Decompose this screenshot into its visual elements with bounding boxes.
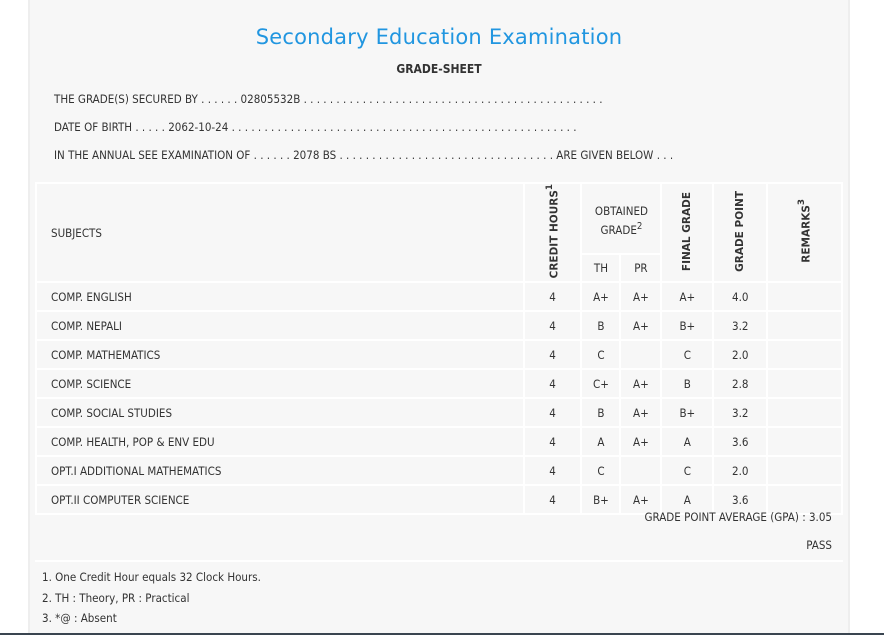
remarks-cell [766,310,843,342]
page-title: Secondary Education Examination [255,25,623,49]
header-obtained-grade: OBTAINED GRADE2 [580,181,663,256]
credit-cell: 4 [522,310,583,342]
grade-point-cell: 3.2 [712,310,769,342]
table-row: OPT.II COMPUTER SCIENCE 4 B+ A+ A 3.6 [35,484,843,516]
credit-cell: 4 [522,339,583,371]
table-row: COMP. MATHEMATICS 4 C C 2.0 [35,339,843,371]
credit-cell: 4 [522,455,583,487]
result-status: PASS [806,538,832,552]
secured-by-line: THE GRADE(S) SECURED BY . . . . . . 0280… [54,92,603,106]
remarks-cell [766,368,843,400]
header-remarks: REMARKS3 [766,181,843,284]
header-th: TH [580,253,622,284]
table-row: OPT.I ADDITIONAL MATHEMATICS 4 C C 2.0 [35,455,843,487]
table-row: COMP. NEPALI 4 B A+ B+ 3.2 [35,310,843,342]
th-grade-cell: A [580,426,622,458]
pr-grade-cell: A+ [619,484,663,516]
subject-cell: COMP. SCIENCE [35,368,525,400]
exam-label: IN THE ANNUAL SEE EXAMINATION OF . . . .… [54,148,294,162]
dots: . . . . . . . . . . . . . . . . . . . . … [300,92,603,106]
header-subjects: SUBJECTS [35,181,525,284]
grade-point-cell: 3.6 [712,484,769,516]
final-grade-cell: A [660,426,715,458]
remarks-cell [766,484,843,516]
th-grade-cell: A+ [580,281,622,313]
header-final-grade: FINAL GRADE [660,181,715,284]
header-grade-point: GRADE POINT [712,181,769,284]
grade-point-cell: 4.0 [712,281,769,313]
table-row: COMP. HEALTH, POP & ENV EDU 4 A A+ A 3.6 [35,426,843,458]
th-grade-cell: B [580,397,622,429]
credit-cell: 4 [522,484,583,516]
final-grade-cell: A+ [660,281,715,313]
subject-cell: COMP. ENGLISH [35,281,525,313]
table-row: COMP. ENGLISH 4 A+ A+ A+ 4.0 [35,281,843,313]
page-subtitle: GRADE-SHEET [396,62,482,76]
th-grade-cell: C [580,455,622,487]
subject-cell: OPT.I ADDITIONAL MATHEMATICS [35,455,525,487]
subject-cell: OPT.II COMPUTER SCIENCE [35,484,525,516]
note-2: 2. TH : Theory, PR : Practical [42,591,190,605]
header-pr: PR [619,253,663,284]
remarks-cell [766,426,843,458]
final-grade-cell: A [660,484,715,516]
th-grade-cell: B+ [580,484,622,516]
credit-cell: 4 [522,368,583,400]
table-row: COMP. SOCIAL STUDIES 4 B A+ B+ 3.2 [35,397,843,429]
final-grade-cell: B [660,368,715,400]
pr-grade-cell [619,339,663,371]
grade-point-cell: 2.0 [712,455,769,487]
pr-grade-cell: A+ [619,310,663,342]
dots: . . . . . . . . . . . . . . . . . . . . … [228,120,577,134]
grade-point-cell: 3.2 [712,397,769,429]
final-grade-cell: C [660,455,715,487]
final-grade-cell: C [660,339,715,371]
pr-grade-cell [619,455,663,487]
subject-cell: COMP. HEALTH, POP & ENV EDU [35,426,525,458]
grade-point-cell: 3.6 [712,426,769,458]
subject-cell: COMP. NEPALI [35,310,525,342]
dob-label: DATE OF BIRTH . . . . . [54,120,169,134]
header-credit-hours: CREDIT HOURS1 [522,181,583,284]
th-grade-cell: C [580,339,622,371]
exam-line: IN THE ANNUAL SEE EXAMINATION OF . . . .… [54,148,673,162]
credit-cell: 4 [522,281,583,313]
note-3: 3. *@ : Absent [42,611,117,625]
remarks-cell [766,281,843,313]
date-of-birth: 2062-10-24 [168,120,229,134]
subject-cell: COMP. SOCIAL STUDIES [35,397,525,429]
remarks-cell [766,455,843,487]
divider [35,560,843,562]
grade-sheet: Secondary Education Examination GRADE-SH… [28,0,850,635]
remarks-cell [766,397,843,429]
th-grade-cell: C+ [580,368,622,400]
table-row: COMP. SCIENCE 4 C+ A+ B 2.8 [35,368,843,400]
final-grade-cell: B+ [660,310,715,342]
credit-cell: 4 [522,397,583,429]
bottom-bar [0,633,884,635]
pr-grade-cell: A+ [619,397,663,429]
grades-table: SUBJECTS CREDIT HOURS1 OBTAINED GRADE2 F… [35,181,843,516]
grade-point-cell: 2.0 [712,339,769,371]
final-grade-cell: B+ [660,397,715,429]
gpa: GRADE POINT AVERAGE (GPA) : 3.05 [644,510,832,524]
th-grade-cell: B [580,310,622,342]
dots: . . . . . . . . . . . . . . . . . . . . … [336,148,674,162]
credit-cell: 4 [522,426,583,458]
pr-grade-cell: A+ [619,368,663,400]
exam-year: 2078 BS [293,148,337,162]
remarks-cell [766,339,843,371]
subject-cell: COMP. MATHEMATICS [35,339,525,371]
symbol-number: 02805532B [240,92,301,106]
pr-grade-cell: A+ [619,281,663,313]
secured-by-label: THE GRADE(S) SECURED BY . . . . . . [54,92,241,106]
grade-point-cell: 2.8 [712,368,769,400]
pr-grade-cell: A+ [619,426,663,458]
dob-line: DATE OF BIRTH . . . . . 2062-10-24 . . .… [54,120,577,134]
note-1: 1. One Credit Hour equals 32 Clock Hours… [42,570,261,584]
